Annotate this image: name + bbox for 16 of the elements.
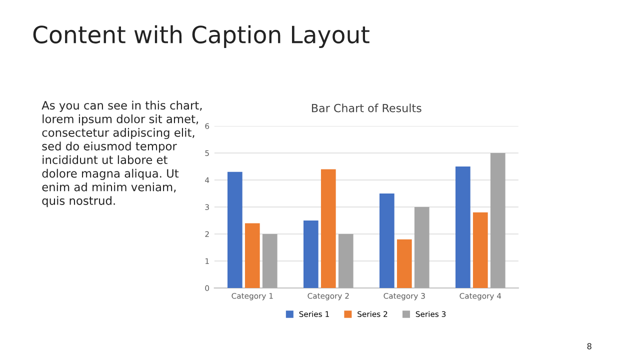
text: Content with Caption Layout (33, 25, 370, 48)
bar (320, 169, 336, 288)
bar (227, 172, 242, 288)
bar (338, 234, 354, 288)
bar (490, 153, 506, 288)
bar (262, 234, 278, 288)
bar (303, 220, 318, 288)
bar (379, 194, 394, 288)
bar (396, 239, 412, 288)
bar (414, 207, 430, 288)
text: 8 (587, 343, 592, 350)
bar (472, 212, 488, 288)
bar (244, 223, 260, 288)
text: As you can see in this chart, lorem ipsum dolor sit amet, consectetur adipiscing elit, sed do eiusmod tempor incididunt ut labore et dolore magna aliqua. Ut enim ad minim veniam, quis nostrud. (42, 100, 202, 208)
bar (455, 166, 470, 288)
chart-title: Bar Chart of Results (312, 104, 422, 112)
